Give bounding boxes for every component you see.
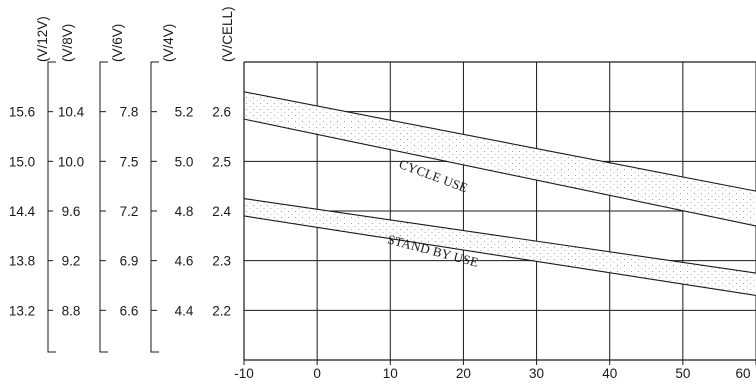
y-axis-unit-label: (V/6V) — [110, 24, 125, 62]
x-tick-label: 30 — [529, 366, 544, 381]
y-tick-label: 15.0 — [9, 154, 35, 169]
y-tick-label: 7.5 — [120, 154, 139, 169]
x-tick-label: 0 — [313, 366, 321, 381]
band-lower-line — [244, 118, 756, 227]
x-axis-ticks: -10 0 10 20 30 40 50 60 — [234, 360, 756, 381]
y-axis-unit-label: (V/8V) — [60, 24, 75, 62]
y-axis-bracket — [99, 61, 108, 353]
y-tick-label: 4.8 — [175, 204, 194, 219]
y-tick-label: 2.4 — [212, 204, 231, 219]
y-tick-label: 5.2 — [175, 105, 194, 120]
x-tick-label: 40 — [602, 366, 617, 381]
y-tick-label: 10.0 — [58, 154, 84, 169]
y-tick-label: 2.3 — [212, 254, 231, 269]
y-tick-label: 4.6 — [175, 254, 194, 269]
y-tick-label: 2.6 — [212, 105, 231, 120]
plot-frame — [243, 61, 756, 361]
y-axis-unit-label: (V/12V) — [35, 16, 50, 62]
x-tick-label: 50 — [675, 366, 690, 381]
y-tick-label: 4.4 — [175, 303, 194, 318]
band-stipple — [244, 198, 756, 296]
y-axis-unit-label: (V/4V) — [161, 24, 176, 62]
y-tick-label: 6.9 — [120, 254, 139, 269]
y-tick-label: 7.8 — [120, 105, 139, 120]
y-axis-unit-label: (V/CELL) — [220, 6, 235, 62]
y-tick-label: 7.2 — [120, 204, 139, 219]
voltage-bands — [244, 91, 756, 296]
y-axis-bracket — [47, 61, 56, 353]
y-tick-label: 9.6 — [62, 204, 81, 219]
y-tick-label: 6.6 — [120, 303, 139, 318]
y-tick-label: 2.5 — [212, 154, 231, 169]
y-axis-bracket — [150, 61, 159, 353]
y-axes: (V/12V) 15.6 15.0 14.4 13.8 13.2 (V/8V) 10.4 10.… — [9, 6, 235, 353]
y-tick-label: 2.2 — [212, 303, 231, 318]
y-tick-label: 15.6 — [9, 105, 35, 120]
band-upper-line — [244, 198, 756, 274]
x-tick-label: 10 — [383, 366, 398, 381]
x-tick-label: -10 — [234, 366, 254, 381]
band-stipple — [244, 91, 756, 226]
y-tick-label: 10.4 — [58, 105, 85, 120]
x-tick-label: 20 — [456, 366, 471, 381]
x-tick-label: 60 — [735, 366, 750, 381]
y-tick-label: 5.0 — [175, 154, 194, 169]
y-tick-label: 9.2 — [62, 254, 81, 269]
band-upper-line — [244, 91, 756, 192]
y-tick-label: 8.8 — [62, 303, 81, 318]
y-tick-label: 14.4 — [9, 204, 36, 219]
band-lower-line — [244, 215, 756, 296]
y-tick-label: 13.8 — [9, 254, 35, 269]
y-tick-label: 13.2 — [9, 303, 35, 318]
